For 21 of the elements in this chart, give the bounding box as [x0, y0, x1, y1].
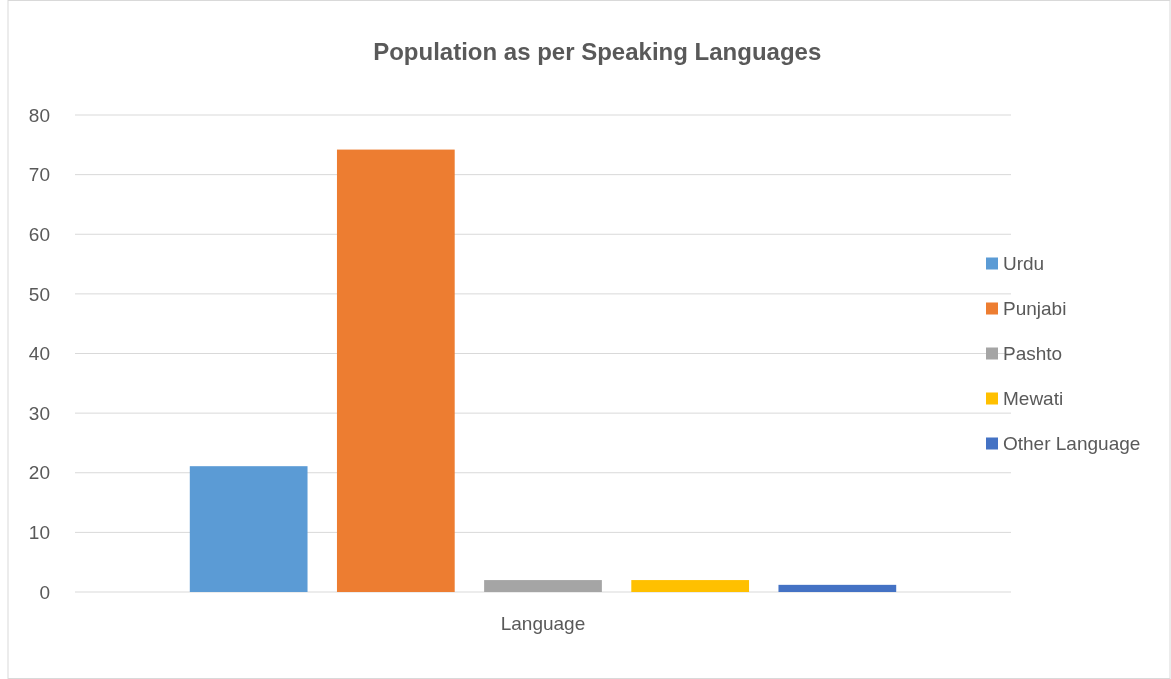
y-tick-label: 20: [28, 462, 50, 484]
legend-label: Pashto: [1003, 343, 1063, 365]
y-tick-label: 50: [28, 283, 50, 305]
y-tick-label: 80: [28, 104, 50, 126]
bar: [631, 580, 750, 592]
bar: [778, 584, 897, 592]
x-tick-label: Language: [500, 613, 586, 634]
legend-label: Punjabi: [1003, 298, 1067, 320]
bar: [484, 580, 602, 592]
y-tick-label: 0: [39, 581, 50, 603]
bar: [189, 466, 308, 592]
y-tick-label: 30: [28, 402, 50, 424]
y-tick-label: 60: [28, 223, 50, 245]
legend-label: Other Language: [1003, 433, 1141, 455]
y-tick-label: 10: [28, 522, 50, 544]
legend-label: Mewati: [1003, 388, 1064, 410]
bar: [336, 149, 455, 592]
y-tick-label: 70: [28, 164, 50, 186]
chart-title: Population as per Speaking Languages: [373, 38, 822, 65]
legend-label: Urdu: [1003, 253, 1045, 275]
y-tick-label: 40: [28, 343, 50, 365]
